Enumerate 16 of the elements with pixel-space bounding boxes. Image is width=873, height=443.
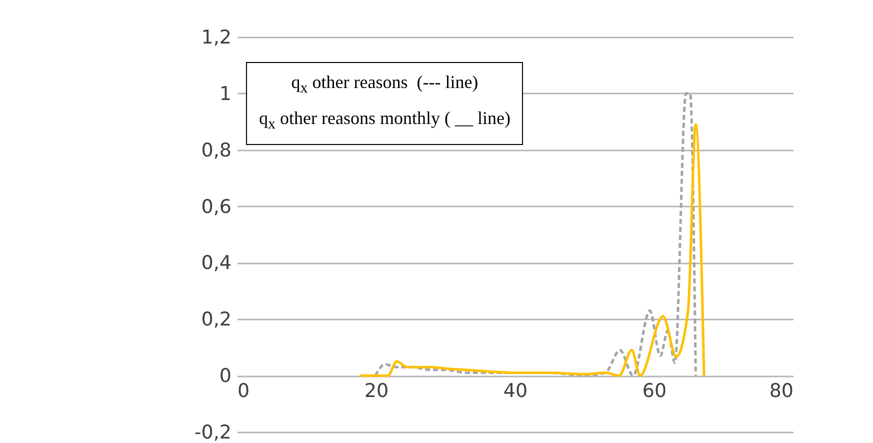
y-tick-label: 1,2 — [201, 26, 232, 48]
line-series — [374, 92, 697, 377]
y-tick-label: 1 — [219, 82, 232, 105]
annotation: q$_{x}$ other reasons (--- line) — [290, 71, 480, 99]
x-tick-label: 80 — [769, 380, 794, 402]
x-tick-label: 20 — [364, 380, 389, 402]
x-tick-label: 60 — [642, 380, 667, 402]
annotation: q$_{x}$ other reasons monthly ( __ line) — [259, 106, 510, 134]
y-tick-label: 0,4 — [201, 252, 232, 274]
y-tick-label: 0,8 — [201, 139, 232, 162]
y-tick-label: -0,2 — [194, 422, 232, 443]
y-tick-label: 0,6 — [201, 196, 232, 218]
x-tick-label: 40 — [503, 380, 528, 402]
y-tick-label: 0,2 — [201, 308, 232, 331]
y-tick-label: 0 — [219, 365, 232, 388]
x-tick-label: 0 — [238, 380, 250, 402]
